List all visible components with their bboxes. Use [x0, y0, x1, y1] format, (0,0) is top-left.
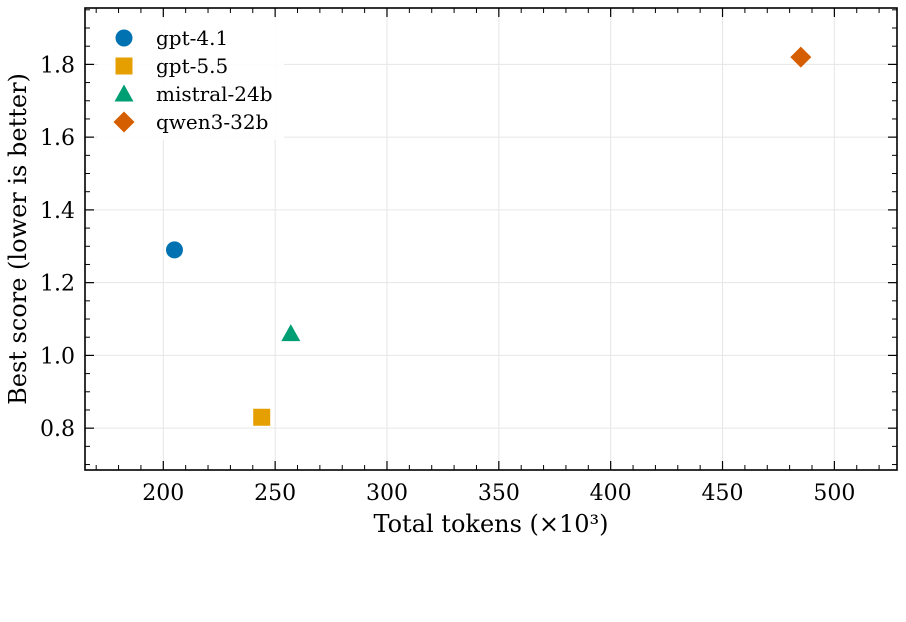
y-tick-label: 1.6	[40, 126, 75, 151]
legend: gpt-4.1 gpt-5.5 mistral-24b qwen3-32b	[98, 18, 284, 140]
axis-ticks	[85, 8, 897, 470]
legend-label-qwen3-32b: qwen3-32b	[156, 110, 268, 134]
legend-label-mistral-24b: mistral-24b	[156, 82, 273, 106]
legend-marker-gpt-4.1	[115, 29, 133, 47]
data-point-mistral-24b	[281, 324, 301, 342]
y-tick-label: 0.8	[40, 417, 75, 442]
x-tick-label: 450	[702, 481, 744, 506]
data-point-gpt-4.1	[165, 241, 183, 259]
tick-labels: 200 250 300 350 400 450 500 0.8 1.0 1.2 1.4 1.6 1.8	[40, 53, 855, 506]
data-point-qwen3-32b	[790, 46, 812, 68]
y-tick-label: 1.0	[40, 344, 75, 369]
x-tick-label: 300	[366, 481, 408, 506]
x-tick-label: 350	[478, 481, 520, 506]
plot-frame	[84, 7, 898, 471]
x-axis-label: Total tokens (×10³)	[373, 510, 608, 538]
y-tick-label: 1.8	[40, 53, 75, 78]
legend-label-gpt-5.5: gpt-5.5	[156, 54, 228, 78]
data-points	[165, 46, 812, 426]
x-tick-label: 500	[813, 481, 855, 506]
x-tick-label: 200	[142, 481, 184, 506]
legend-label-gpt-4.1: gpt-4.1	[156, 26, 228, 50]
legend-marker-mistral-24b	[114, 84, 134, 102]
x-tick-label: 400	[590, 481, 632, 506]
y-tick-label: 1.4	[40, 199, 75, 224]
y-axis-label: Best score (lower is better)	[4, 73, 32, 405]
legend-marker-gpt-5.5	[115, 57, 133, 75]
x-tick-label: 250	[254, 481, 296, 506]
data-point-gpt-5.5	[253, 408, 271, 426]
legend-marker-qwen3-32b	[113, 111, 135, 133]
y-tick-label: 1.2	[40, 272, 75, 297]
